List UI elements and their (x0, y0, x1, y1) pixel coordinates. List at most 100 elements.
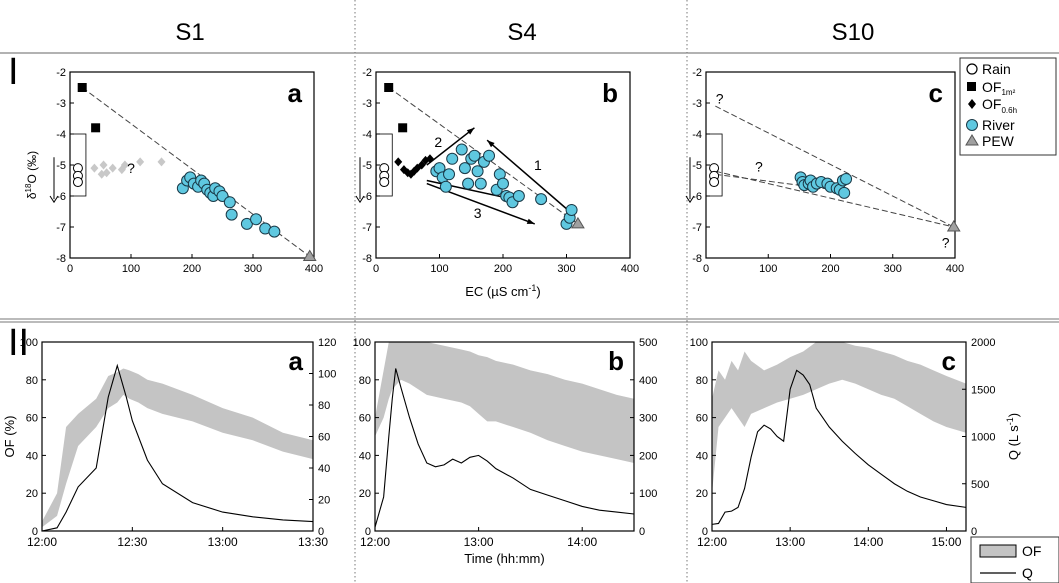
i-b-x-axis-label-sup: -1 (528, 283, 536, 293)
column-title-s10: S10 (832, 19, 875, 46)
ii-c-ytick-label: 60 (696, 413, 708, 425)
i-b-point-circle (468, 149, 481, 162)
ii-c-y2-axis-label-close: ) (1006, 413, 1021, 417)
ii-b-y2tick-label: 500 (639, 337, 657, 349)
ii-a-y2tick-label: 20 (318, 495, 330, 507)
ii-c-y2tick-label: 1500 (971, 384, 995, 396)
river-marker-icon (966, 119, 978, 131)
legend-of-label: OF (1022, 543, 1041, 559)
ii-b-ytick-label: 100 (353, 337, 371, 349)
i-b-ytick-label: -5 (362, 160, 372, 172)
ii-a-xtick-label: 13:00 (208, 535, 238, 549)
legend-of1-label: OF1m² (982, 79, 1016, 97)
ii-c-y2tick-label: 500 (971, 479, 989, 491)
i-a-y-axis-label-rest: O (‰) (25, 151, 39, 184)
i-b-point-circle (471, 165, 484, 178)
i-a-decrease-arrow-head-icon (49, 195, 59, 204)
ii-a-xtick-label: 12:30 (117, 535, 147, 549)
of-band-swatch-icon (979, 544, 1017, 558)
legend-timeseries-frame (970, 536, 1059, 583)
ii-b-x-axis-label: Time (hh:mm) (464, 551, 544, 566)
i-a-y-axis-label: δ18O (‰) (24, 151, 39, 199)
i-a-xtick-label: 100 (122, 263, 140, 275)
ii-a-y-axis-label: OF (%) (2, 416, 17, 458)
i-c-decrease-arrow-head-icon (685, 195, 695, 204)
legend-of06-label: OF0.6h (982, 96, 1017, 115)
i-c-ytick-label: -3 (692, 98, 702, 110)
i-a-point-circle (225, 208, 238, 221)
panel-scatter-s4: 0 100 200 300 400 -8 -7 -6 -5 -4 -3 -2 1 2 3 b EC (µS cm… (355, 67, 639, 299)
i-b-trend-arrow-head-icon (487, 140, 495, 148)
panel-scatter-s1: 0 100 200 300 400 -8 -7 -6 -5 -4 -3 -2? a δ18O (‰) (24, 67, 323, 275)
i-a-xtick-label: 400 (305, 263, 323, 275)
i-a-point-diamond (108, 163, 117, 173)
panel-scatter-s10: 0 100 200 300 400 -8 -7 -6 -5 -4 -3 -2??? c (685, 67, 964, 275)
i-a-point-circle (223, 196, 236, 209)
ii-b-xtick-label: 13:00 (464, 535, 494, 549)
ii-b-of-band (375, 342, 634, 463)
i-b-annotation: 1 (534, 157, 542, 173)
panel-timeseries-s10: 12:00 13:00 14:00 15:0002040608010005001000… (690, 337, 1021, 549)
i-a-panel-letter: a (288, 78, 303, 108)
i-a-point-square (77, 83, 87, 92)
i-a-point-triangle (302, 249, 317, 261)
i-a-ytick-label: -4 (56, 129, 66, 141)
i-b-point-circle (443, 168, 456, 181)
i-c-ytick-label: -5 (692, 160, 702, 172)
i-a-y-axis-label-delta: δ (25, 192, 39, 199)
i-b-ytick-label: -6 (362, 191, 372, 203)
i-b-ytick-label: -7 (362, 222, 372, 234)
panel-timeseries-s1: 12:00 12:30 13:00 13:3002040608010002040608… (2, 337, 336, 549)
ii-a-ytick-label: 20 (26, 488, 38, 500)
i-b-decrease-arrow-head-icon (355, 195, 365, 204)
ii-c-ytick-label: 80 (696, 375, 708, 387)
i-b-point-circle (455, 143, 468, 156)
i-a-point-circle (268, 225, 281, 238)
ii-c-y2-axis-label-sup: -1 (1005, 417, 1015, 425)
i-a-ytick-label: -6 (56, 191, 66, 203)
ii-c-q-line (711, 369, 967, 525)
i-b-point-circle (497, 177, 509, 190)
ii-a-ytick-label: 0 (32, 526, 38, 538)
i-c-annotation: ? (755, 159, 763, 175)
i-c-ytick-label: -4 (692, 129, 702, 141)
i-b-point-circle (535, 193, 548, 206)
ii-a-y2tick-label: 0 (318, 526, 324, 538)
i-b-point-triangle (571, 216, 585, 229)
i-b-x-axis-label-close: ) (536, 284, 540, 299)
i-a-point-diamond (120, 160, 129, 170)
ii-c-xtick-label: 13:00 (775, 535, 805, 549)
legend-q-label: Q (1022, 565, 1033, 581)
i-b-panel-letter: b (602, 78, 618, 108)
ii-b-y2tick-label: 0 (639, 526, 645, 538)
i-b-xtick-label: 200 (494, 263, 512, 275)
i-b-x-axis-label: EC (µS cm-1) (465, 283, 540, 299)
i-b-x-axis-label-main: EC (µS cm (465, 284, 528, 299)
i-c-ytick-label: -7 (692, 222, 702, 234)
i-b-trend-arrow-head-icon (526, 218, 535, 224)
ii-a-ytick-label: 40 (26, 450, 38, 462)
i-c-point-open-circle (709, 177, 720, 188)
legend-isotope-frame (959, 57, 1057, 156)
i-b-rain-range-box (375, 133, 393, 197)
i-c-xtick-label: 200 (821, 263, 839, 275)
legend-pew-label: PEW (982, 133, 1015, 149)
ii-c-y2-axis-label-main: Q (L s (1006, 425, 1021, 460)
of-1m2-marker-icon (967, 82, 976, 91)
i-a-ytick-label: -8 (56, 253, 66, 265)
i-b-point-circle (439, 180, 452, 193)
ii-b-xtick-label: 12:00 (360, 535, 390, 549)
i-b-point-circle (462, 177, 475, 190)
ii-c-ytick-label: 20 (696, 488, 708, 500)
ii-b-ytick-label: 20 (359, 488, 371, 500)
i-c-xtick-label: 400 (946, 263, 964, 275)
i-a-point-diamond (136, 157, 145, 167)
legend-rain-label: Rain (982, 61, 1011, 77)
ii-c-ytick-label: 40 (696, 450, 708, 462)
i-c-ytick-label: -6 (692, 191, 702, 203)
i-a-ytick-label: -3 (56, 98, 66, 110)
pew-marker-icon (965, 134, 979, 146)
ii-b-y2tick-label: 200 (639, 450, 657, 462)
ii-b-ytick-label: 60 (359, 413, 371, 425)
column-title-s1: S1 (175, 19, 204, 46)
